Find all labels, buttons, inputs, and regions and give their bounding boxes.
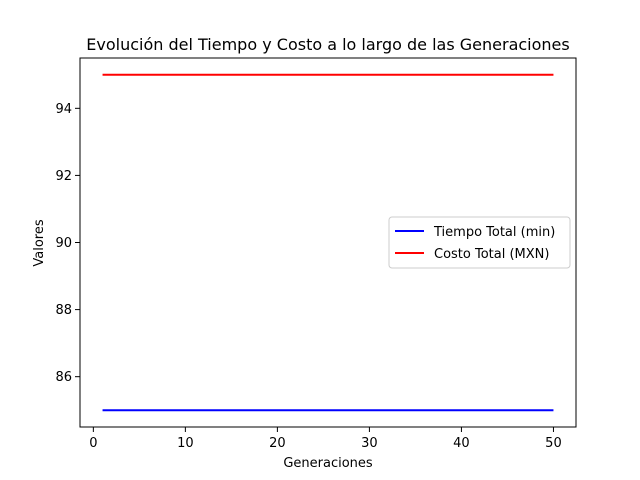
legend: Tiempo Total (min) Costo Total (MXN): [388, 216, 571, 269]
x-tick-label: 0: [89, 436, 97, 451]
x-tick-label: 20: [269, 436, 286, 451]
x-tick-label: 40: [453, 436, 470, 451]
x-axis-label: Generaciones: [283, 456, 373, 471]
y-axis: 86 88 90 92 94: [55, 102, 80, 385]
chart-title: Evolución del Tiempo y Costo a lo largo …: [86, 35, 569, 54]
y-tick-label: 92: [55, 169, 72, 184]
y-tick-label: 94: [55, 102, 72, 117]
legend-label-costo: Costo Total (MXN): [434, 247, 549, 262]
x-tick-label: 10: [177, 436, 194, 451]
y-tick-label: 88: [55, 303, 72, 318]
legend-box: [388, 216, 571, 269]
series-lines: [102, 73, 554, 412]
x-tick-label: 30: [361, 436, 378, 451]
y-axis-label: Valores: [32, 219, 47, 266]
y-tick-label: 90: [55, 236, 72, 251]
x-tick-label: 50: [545, 436, 562, 451]
y-tick-label: 86: [55, 370, 72, 385]
legend-label-tiempo: Tiempo Total (min): [433, 225, 555, 240]
x-axis: 0 10 20 30 40 50: [89, 427, 562, 451]
